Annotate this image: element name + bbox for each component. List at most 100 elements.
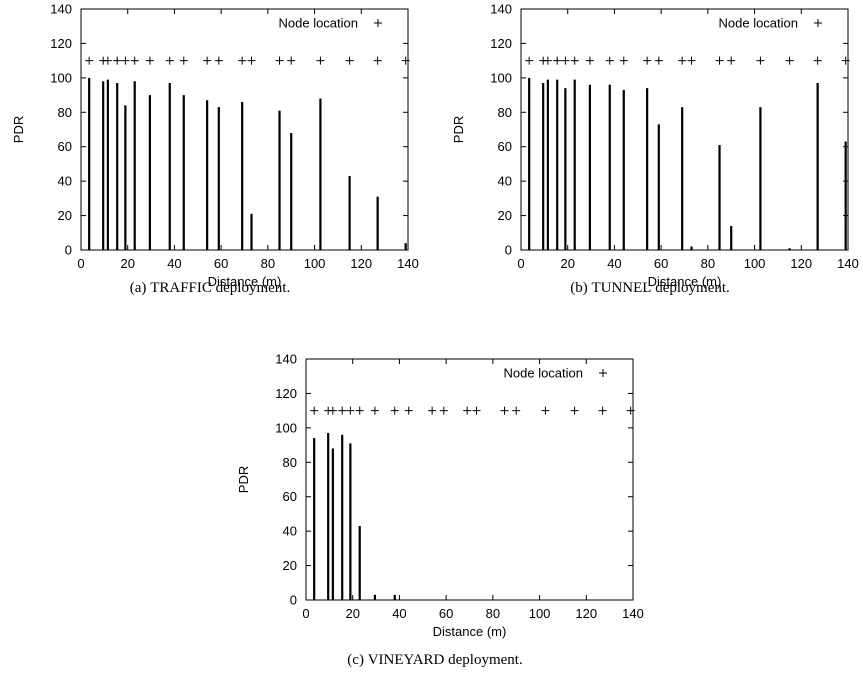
caption-vineyard: (c) VINEYARD deployment.: [225, 652, 645, 669]
legend-symbol: [374, 19, 382, 27]
node-location-marker: [756, 56, 765, 65]
node-location-marker: [570, 406, 579, 415]
caption-suffix: deployment.: [215, 280, 291, 296]
y-tick-label: 0: [505, 243, 512, 258]
caption-suffix: deployment.: [448, 652, 523, 668]
x-tick-label: 80: [701, 256, 715, 271]
y-tick-label: 40: [283, 524, 297, 539]
node-location-marker: [179, 56, 188, 65]
caption-traffic: (a) TRAFFIC deployment.: [0, 280, 420, 297]
y-tick-label: 100: [490, 70, 512, 85]
node-location-marker: [346, 406, 355, 415]
node-location-marker: [345, 56, 354, 65]
node-location-marker: [678, 56, 687, 65]
node-location-marker: [643, 56, 652, 65]
node-location-marker: [121, 56, 130, 65]
y-tick-label: 20: [283, 558, 297, 573]
x-tick-label: 40: [607, 256, 621, 271]
caption-name: TUNNEL: [591, 280, 652, 296]
node-location-marker: [500, 406, 509, 415]
x-tick-label: 20: [560, 256, 574, 271]
caption-prefix: (b): [570, 280, 588, 296]
node-location-marker: [541, 406, 550, 415]
y-tick-label: 120: [50, 36, 72, 51]
x-axis-label: Distance (m): [648, 274, 722, 289]
y-tick-label: 20: [58, 208, 72, 223]
plot-frame: [80, 8, 409, 251]
node-location-marker: [310, 406, 319, 415]
caption-prefix: (a): [129, 280, 147, 296]
y-tick-label: 80: [498, 105, 512, 120]
node-location-marker: [841, 56, 850, 65]
x-tick-label: 20: [120, 256, 134, 271]
node-location-marker: [238, 56, 247, 65]
node-location-marker: [316, 56, 325, 65]
node-location-marker: [401, 56, 410, 65]
y-tick-label: 40: [58, 174, 72, 189]
node-location-marker: [727, 56, 736, 65]
node-location-marker: [439, 406, 448, 415]
y-tick-label: 140: [275, 352, 297, 367]
caption-suffix: deployment.: [655, 280, 730, 296]
node-location-marker: [619, 56, 628, 65]
node-location-marker: [654, 56, 663, 65]
x-tick-label: 140: [837, 256, 859, 271]
y-axis-label: PDR: [236, 466, 251, 493]
legend-label: Node location: [719, 16, 799, 31]
x-tick-label: 140: [622, 606, 644, 621]
x-tick-label: 0: [77, 256, 84, 271]
pdr-chart-traffic: 0 20 40 60 80 100 120 140 0 20 40 60 80 100 120 140 Dist…: [11, 2, 419, 290]
node-location-marker: [355, 406, 364, 415]
legend-label: Node location: [504, 366, 584, 381]
node-location-marker: [328, 406, 337, 415]
node-location-marker: [428, 406, 437, 415]
caption-tunnel: (b) TUNNEL deployment.: [440, 280, 860, 297]
caption-prefix: (c): [347, 652, 364, 668]
node-location-marker: [570, 56, 579, 65]
y-tick-label: 60: [58, 139, 72, 154]
y-tick-label: 0: [290, 593, 297, 608]
node-location-marker: [373, 56, 382, 65]
x-tick-label: 80: [261, 256, 275, 271]
node-location-marker: [404, 406, 413, 415]
legend-symbol: [814, 19, 822, 27]
x-tick-label: 0: [517, 256, 524, 271]
y-tick-label: 80: [283, 455, 297, 470]
node-location-marker: [785, 56, 794, 65]
y-tick-label: 60: [498, 139, 512, 154]
y-axis-label: PDR: [11, 116, 26, 143]
x-tick-label: 100: [529, 606, 551, 621]
node-location-marker: [370, 406, 379, 415]
legend-label: Node location: [279, 16, 359, 31]
x-tick-label: 60: [439, 606, 453, 621]
node-location-marker: [85, 56, 94, 65]
node-location-marker: [214, 56, 223, 65]
node-location-marker: [463, 406, 472, 415]
node-location-marker: [247, 56, 256, 65]
node-location-marker: [165, 56, 174, 65]
y-tick-label: 60: [283, 489, 297, 504]
y-tick-label: 140: [490, 2, 512, 17]
x-axis-label: Distance (m): [208, 274, 282, 289]
node-location-marker: [103, 56, 112, 65]
y-axis-label: PDR: [451, 116, 466, 143]
node-location-marker: [390, 406, 399, 415]
x-tick-label: 20: [345, 606, 359, 621]
node-location-marker: [130, 56, 139, 65]
node-location-marker: [687, 56, 696, 65]
node-location-marker: [113, 56, 122, 65]
x-tick-label: 60: [214, 256, 228, 271]
y-tick-label: 20: [498, 208, 512, 223]
x-tick-label: 120: [575, 606, 597, 621]
node-location-marker: [585, 56, 594, 65]
y-tick-label: 80: [58, 105, 72, 120]
node-location-marker: [145, 56, 154, 65]
x-axis-label: Distance (m): [433, 624, 507, 639]
x-tick-label: 60: [654, 256, 668, 271]
plot-frame: [520, 8, 849, 251]
y-tick-label: 120: [490, 36, 512, 51]
node-location-marker: [525, 56, 534, 65]
node-location-marker: [605, 56, 614, 65]
pdr-chart-tunnel: 0 20 40 60 80 100 120 140 0 20 40 60 80 100 120 140 Dist…: [451, 2, 859, 290]
node-location-marker: [543, 56, 552, 65]
